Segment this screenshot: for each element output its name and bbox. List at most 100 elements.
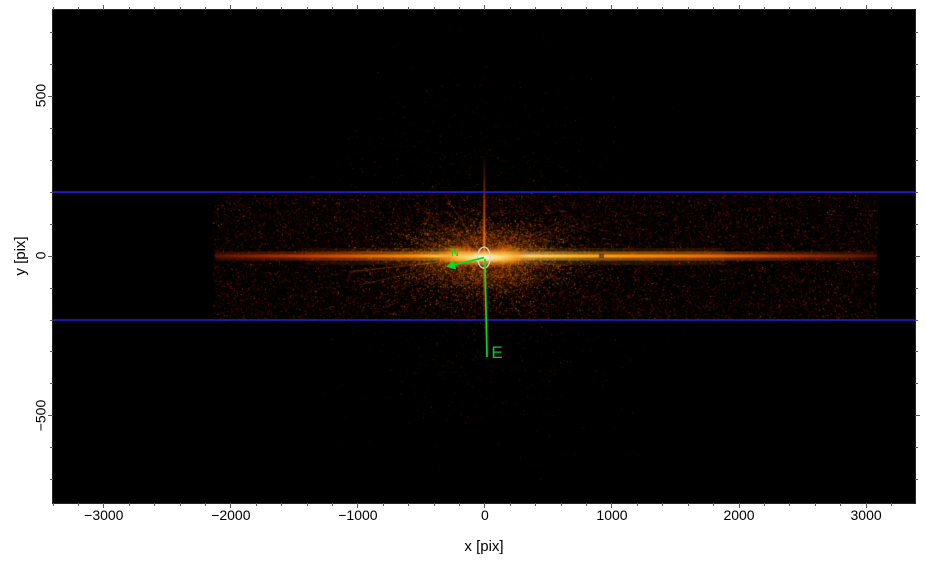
x-tick-label: 1000 [596, 507, 628, 523]
tick-mark [48, 255, 53, 257]
tick-mark [50, 191, 53, 193]
tick-mark [48, 415, 53, 417]
north-label: N [451, 247, 459, 259]
tick-mark [50, 319, 53, 321]
tick-mark [915, 63, 918, 65]
tick-mark [255, 7, 257, 10]
tick-mark [636, 7, 638, 10]
tick-mark [382, 7, 384, 10]
tick-mark [890, 7, 892, 10]
tick-mark [814, 7, 816, 10]
tick-mark [915, 447, 918, 449]
tick-mark [915, 287, 918, 289]
tick-mark [154, 7, 156, 10]
tick-mark [662, 503, 664, 506]
tick-mark [459, 7, 461, 10]
tick-mark [48, 95, 53, 97]
x-tick-label: −1000 [338, 507, 378, 523]
tick-mark [50, 287, 53, 289]
target-ellipse-marker [476, 246, 491, 269]
tick-mark [915, 95, 920, 97]
x-axis-title: x [pix] [464, 538, 504, 555]
tick-mark [77, 7, 79, 10]
tick-mark [611, 5, 613, 10]
tick-mark [50, 479, 53, 481]
tick-mark [154, 503, 156, 506]
y-tick-label: −500 [32, 399, 49, 432]
tick-mark [204, 7, 206, 10]
tick-mark [915, 127, 918, 129]
tick-mark [915, 351, 918, 353]
tick-mark [611, 503, 613, 508]
tick-mark [204, 503, 206, 506]
plot-area: N E [53, 10, 915, 503]
tick-mark [408, 7, 410, 10]
tick-mark [179, 7, 181, 10]
tick-mark [306, 503, 308, 506]
tick-mark [433, 503, 435, 506]
tick-mark [840, 7, 842, 10]
tick-mark [52, 7, 54, 10]
tick-mark [50, 383, 53, 385]
tick-mark [50, 447, 53, 449]
tick-mark [865, 503, 867, 508]
annotation-overlay: N E [53, 191, 915, 362]
tick-mark [662, 7, 664, 10]
tick-mark [50, 31, 53, 33]
tick-mark [281, 503, 283, 506]
x-tick-label: −3000 [84, 507, 124, 523]
tick-mark [50, 223, 53, 225]
tick-mark [408, 503, 410, 506]
tick-mark [357, 5, 359, 10]
tick-mark [865, 5, 867, 10]
tick-mark [789, 7, 791, 10]
tick-mark [890, 503, 892, 506]
tick-mark [357, 503, 359, 508]
tick-mark [789, 503, 791, 506]
x-tick-label: 2000 [723, 507, 755, 523]
tick-mark [915, 255, 920, 257]
tick-mark [560, 7, 562, 10]
tick-mark [509, 503, 511, 506]
tick-mark [128, 503, 130, 506]
tick-mark [50, 127, 53, 129]
tick-mark [382, 503, 384, 506]
tick-mark [459, 503, 461, 506]
tick-mark [814, 503, 816, 506]
north-arrow-head [446, 259, 457, 270]
tick-mark [915, 415, 920, 417]
tick-mark [713, 503, 715, 506]
tick-mark [915, 223, 918, 225]
tick-mark [586, 7, 588, 10]
tick-mark [281, 7, 283, 10]
x-tick-label: 3000 [850, 507, 882, 523]
tick-mark [915, 159, 918, 161]
tick-mark [915, 479, 918, 481]
tick-mark [509, 7, 511, 10]
tick-mark [763, 503, 765, 506]
image-canvas [53, 10, 915, 503]
tick-mark [230, 503, 232, 508]
east-direction-line [484, 258, 488, 358]
tick-mark [636, 503, 638, 506]
tick-mark [763, 7, 765, 10]
tick-mark [535, 503, 537, 506]
tick-mark [687, 7, 689, 10]
tick-mark [128, 7, 130, 10]
tick-mark [687, 503, 689, 506]
tick-mark [738, 5, 740, 10]
tick-mark [484, 503, 486, 508]
tick-mark [306, 7, 308, 10]
tick-mark [230, 5, 232, 10]
tick-mark [535, 7, 537, 10]
tick-mark [77, 503, 79, 506]
tick-mark [52, 503, 54, 506]
y-axis-title: y [pix] [12, 236, 29, 276]
tick-mark [915, 31, 918, 33]
tick-mark [915, 383, 918, 385]
tick-mark [103, 5, 105, 10]
tick-mark [560, 503, 562, 506]
east-label: E [491, 343, 502, 362]
tick-mark [586, 503, 588, 506]
